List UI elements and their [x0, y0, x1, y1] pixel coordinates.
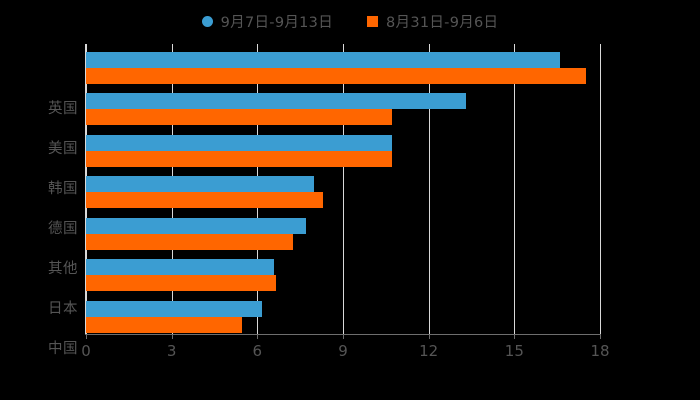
x-axis-tick-12	[428, 334, 430, 339]
legend-label-series-1: 8月31日-9月6日	[386, 14, 499, 31]
x-axis-tick-label-0: 0	[81, 342, 91, 360]
bar-5-series-1[interactable]	[86, 275, 276, 292]
x-axis-tick-label-9: 9	[338, 342, 348, 360]
x-axis-tick-label-15: 15	[504, 342, 524, 360]
bar-2-series-1[interactable]	[86, 150, 392, 167]
y-axis-line	[85, 44, 86, 334]
bar-6-series-0[interactable]	[86, 300, 262, 317]
bar-3-series-0[interactable]	[86, 176, 315, 193]
bar-3-series-1[interactable]	[86, 192, 323, 209]
bar-2-series-0[interactable]	[86, 134, 392, 151]
y-axis-label-6: 中国	[48, 341, 78, 357]
legend-marker-square-icon	[367, 15, 378, 27]
legend-marker-circle-icon	[201, 15, 213, 27]
y-axis-label-2: 韩国	[48, 181, 78, 197]
y-axis-label-3: 德国	[48, 221, 78, 237]
x-axis-tick-label-6: 6	[252, 342, 263, 360]
legend-item-series-1[interactable]: 8月31日-9月6日	[367, 11, 498, 32]
bar-4-series-1[interactable]	[86, 233, 294, 250]
bar-1-series-1[interactable]	[86, 109, 392, 126]
x-axis-tick-label-18: 18	[590, 342, 610, 360]
y-axis-label-1: 美国	[48, 141, 78, 157]
y-axis-category-labels: 英国 美国 韩国 德国 其他 日本 中国	[0, 44, 78, 357]
x-axis-tick-18	[600, 334, 601, 339]
bar-5-series-0[interactable]	[86, 259, 275, 276]
x-axis-tick-0	[86, 334, 87, 339]
bar-0-series-0[interactable]	[86, 52, 561, 68]
gridline-12	[428, 44, 430, 334]
legend-label-series-0: 9月7日-9月13日	[220, 14, 333, 31]
x-axis-tick-3	[171, 334, 173, 339]
bar-4-series-0[interactable]	[86, 217, 306, 234]
y-axis-label-4: 其他	[48, 261, 78, 277]
gridline-9	[343, 44, 344, 334]
plot-area	[85, 44, 601, 339]
x-axis-tick-15	[514, 334, 516, 339]
x-axis-tick-label-3: 3	[166, 342, 177, 360]
bar-0-series-1[interactable]	[86, 68, 586, 84]
bar-1-series-0[interactable]	[86, 93, 466, 110]
y-axis-label-0: 英国	[48, 101, 78, 117]
legend-item-series-0[interactable]: 9月7日-9月13日	[201, 11, 333, 32]
gridline-18	[600, 44, 601, 334]
bar-6-series-1[interactable]	[86, 316, 242, 333]
x-axis-tick-6	[257, 334, 259, 339]
x-axis-tick-label-12: 12	[419, 342, 439, 360]
y-axis-label-5: 日本	[48, 301, 78, 317]
gridline-15	[514, 44, 516, 334]
x-axis-tick-9	[343, 334, 344, 339]
chart-legend: 9月7日-9月13日 8月31日-9月6日	[0, 8, 700, 34]
